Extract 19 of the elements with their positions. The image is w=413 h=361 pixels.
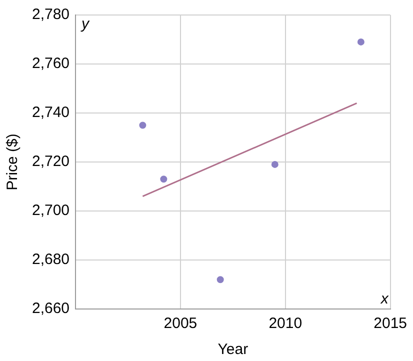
point	[216, 276, 224, 284]
x-tick-label: 2015	[374, 315, 408, 332]
annotation: x	[380, 290, 389, 308]
y-axis-title: Price ($)	[4, 134, 22, 190]
point	[139, 122, 146, 129]
point	[160, 176, 168, 183]
y-tick-label: 2,680	[32, 251, 70, 268]
y-tick-label: 2,760	[32, 55, 70, 72]
point	[357, 38, 364, 46]
y-tick-label: 2,740	[32, 104, 70, 122]
x-tick-label: 2010	[268, 315, 302, 332]
x-axis-title: Year	[218, 341, 248, 358]
x-tick-label: 2005	[164, 315, 198, 332]
y-tick-label: 2,660	[32, 300, 70, 318]
y-tick-label: 2,720	[32, 153, 70, 170]
y-tick-label: 2,780	[32, 6, 70, 24]
y-tick-label: 2,700	[32, 202, 70, 220]
point	[271, 160, 278, 168]
annotation: y	[80, 16, 91, 33]
